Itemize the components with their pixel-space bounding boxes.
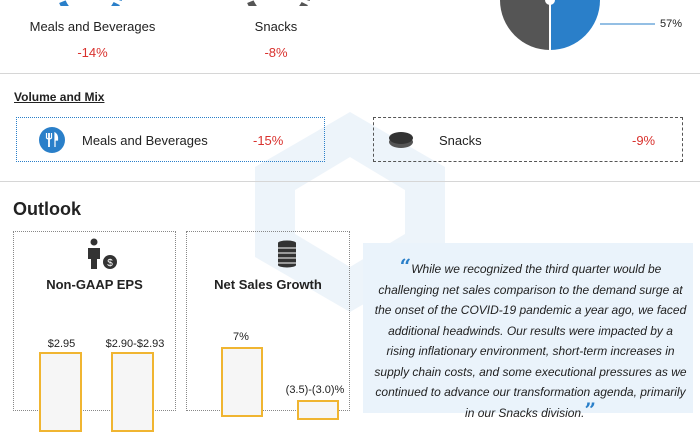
cookie-icon bbox=[389, 132, 413, 148]
ceo-quote: “While we recognized the third quarter w… bbox=[373, 256, 688, 423]
close-quote-icon: ” bbox=[584, 397, 596, 422]
sales-card-title: Net Sales Growth bbox=[214, 277, 322, 292]
pie-leader-line bbox=[600, 23, 655, 25]
fork-knife-icon bbox=[39, 127, 65, 153]
sales-bar-label-2: (3.5)-(3.0)% bbox=[285, 384, 345, 396]
svg-text:$: $ bbox=[107, 258, 113, 269]
ceo-quote-text: While we recognized the third quarter wo… bbox=[374, 262, 687, 420]
sales-bar-1 bbox=[221, 347, 263, 417]
eps-bar-1 bbox=[39, 352, 82, 432]
sales-card: Net Sales Growth 7% (3.5)-(3.0)% bbox=[186, 231, 350, 420]
sales-bar-2 bbox=[297, 400, 339, 420]
divider-middle bbox=[0, 181, 700, 182]
eps-card: $ Non-GAAP EPS $2.95 $2.90-$2.93 bbox=[13, 231, 176, 432]
volume-item-snacks: Snacks -9% bbox=[373, 117, 683, 162]
meals-segment-label: Meals and Beverages bbox=[29, 19, 156, 34]
open-quote-icon: “ bbox=[399, 254, 412, 278]
snacks-segment-label: Snacks bbox=[254, 19, 298, 34]
meals-segment-change: -14% bbox=[77, 45, 108, 60]
snacks-segment-change: -8% bbox=[264, 45, 288, 60]
divider-top bbox=[0, 73, 700, 74]
volume-item-snacks-label: Snacks bbox=[439, 133, 482, 148]
meals-donut-icon bbox=[58, 0, 122, 6]
volume-item-meals: Meals and Beverages -15% bbox=[16, 117, 325, 162]
ceo-quote-box: “While we recognized the third quarter w… bbox=[363, 243, 693, 420]
pie-percent-label: 57% bbox=[660, 18, 683, 30]
volume-item-meals-label: Meals and Beverages bbox=[82, 133, 208, 148]
person-dollar-icon: $ bbox=[88, 238, 117, 269]
eps-bar-label-2: $2.90-$2.93 bbox=[105, 338, 165, 350]
pie-chart bbox=[500, 0, 600, 50]
eps-card-title: Non-GAAP EPS bbox=[46, 277, 143, 292]
volume-item-snacks-change: -9% bbox=[632, 133, 656, 148]
volume-mix-title: Volume and Mix bbox=[14, 90, 105, 104]
eps-bar-label-1: $2.95 bbox=[47, 338, 76, 350]
eps-bar-2 bbox=[111, 352, 154, 432]
coin-stack-icon bbox=[278, 240, 296, 268]
volume-item-meals-change: -15% bbox=[253, 133, 284, 148]
outlook-title: Outlook bbox=[13, 199, 81, 219]
sales-bar-label-1: 7% bbox=[233, 331, 249, 343]
snacks-donut-icon bbox=[246, 0, 310, 6]
